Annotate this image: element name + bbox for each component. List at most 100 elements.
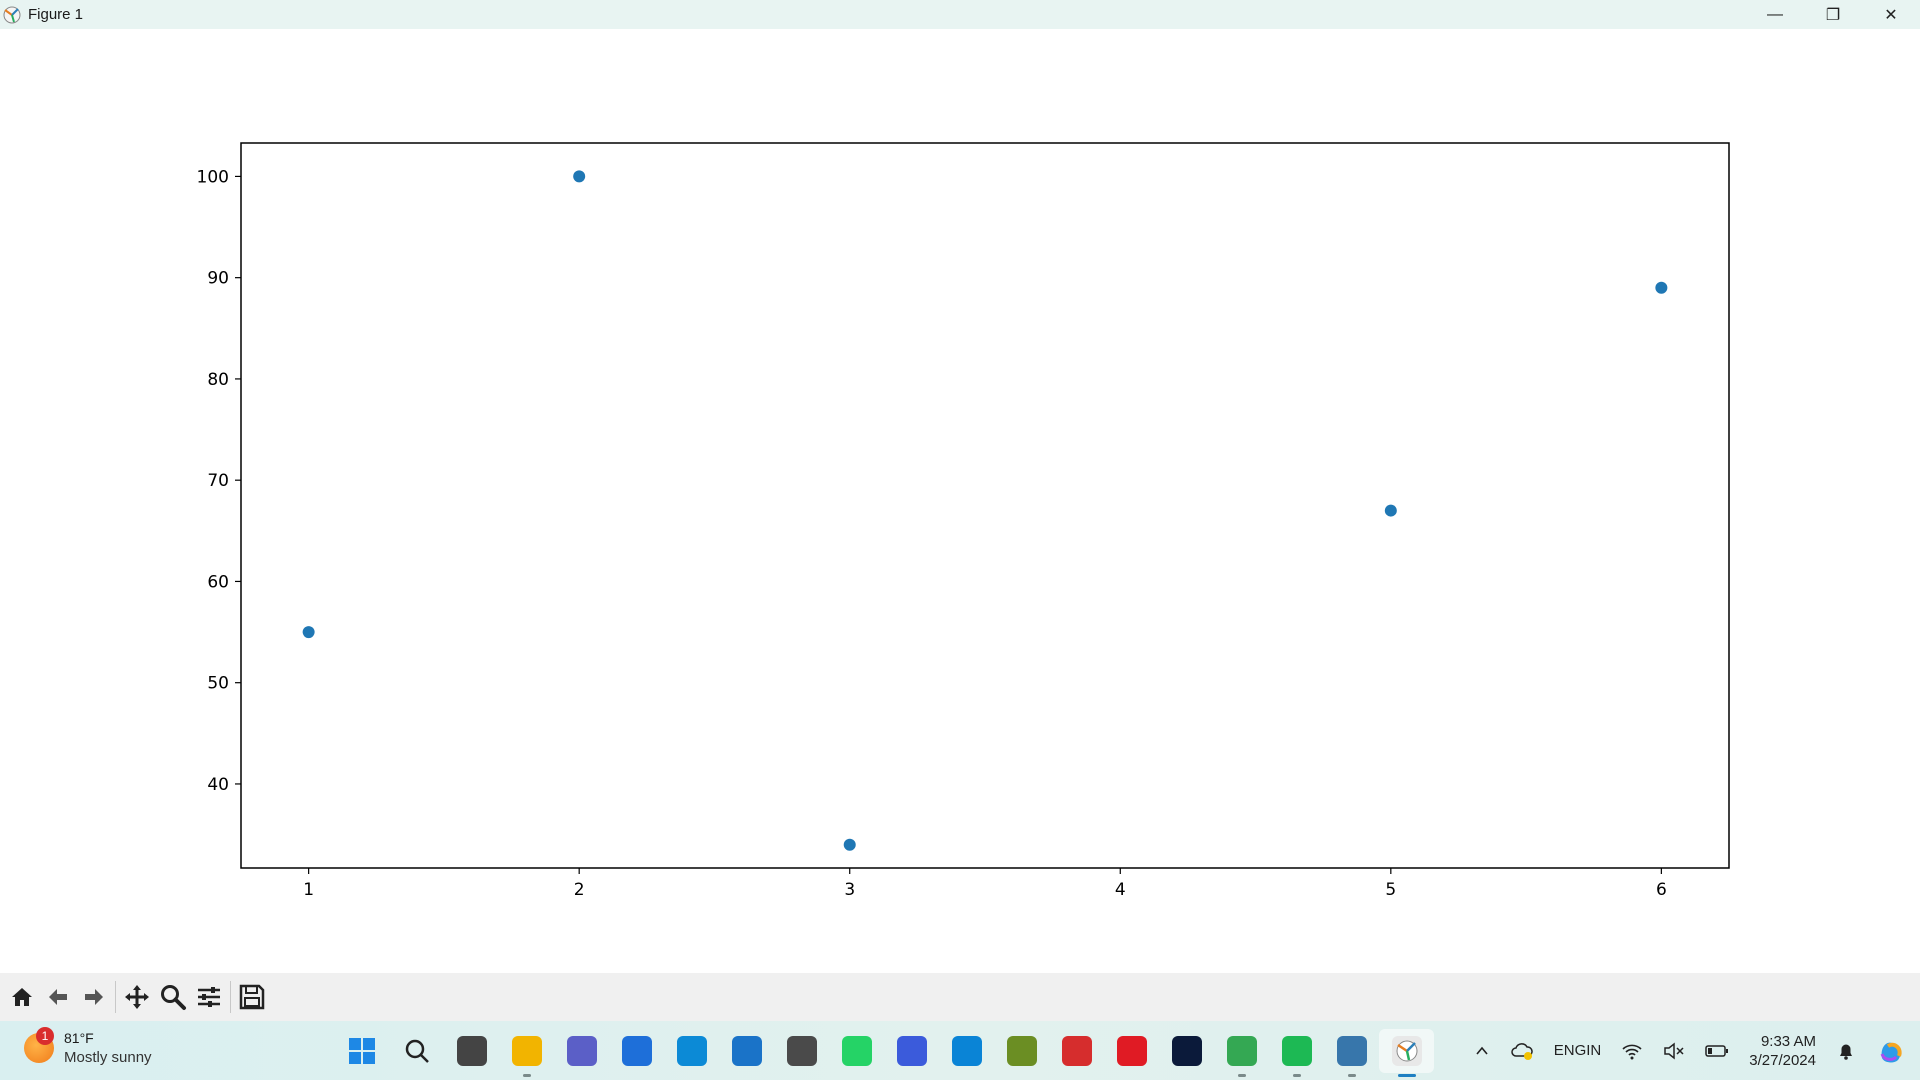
shark-app-taskbar-button[interactable] bbox=[609, 1029, 664, 1073]
chrome-taskbar-button[interactable] bbox=[1214, 1029, 1269, 1077]
y-tick-label: 80 bbox=[207, 370, 229, 390]
pinned-apps bbox=[334, 1029, 1434, 1077]
region-code: IN bbox=[1586, 1041, 1602, 1059]
maximize-button[interactable]: ❐ bbox=[1825, 6, 1841, 24]
y-tick-label: 90 bbox=[207, 269, 229, 289]
search-icon bbox=[402, 1036, 432, 1066]
running-indicator bbox=[1292, 1074, 1301, 1077]
notification-badge: 1 bbox=[36, 1027, 54, 1045]
python-taskbar-button[interactable] bbox=[1324, 1029, 1379, 1077]
y-tick-label: 100 bbox=[197, 167, 229, 187]
data-points bbox=[302, 170, 1668, 851]
subplots-icon[interactable] bbox=[191, 979, 227, 1015]
x-tick-label: 5 bbox=[1385, 880, 1396, 900]
window-title: Figure 1 bbox=[28, 6, 84, 23]
chrome-icon bbox=[1226, 1036, 1257, 1066]
cloud-warning-icon[interactable] bbox=[1510, 1041, 1534, 1061]
zoom-icon[interactable] bbox=[155, 979, 191, 1015]
running-indicator bbox=[1397, 1074, 1416, 1077]
remote-desktop-taskbar-button[interactable] bbox=[939, 1029, 994, 1073]
disney-plus-icon bbox=[1171, 1036, 1202, 1066]
tools-app-icon bbox=[1006, 1036, 1037, 1066]
devcpp-taskbar-button[interactable] bbox=[1049, 1029, 1104, 1073]
sun-icon: 1 bbox=[24, 1027, 54, 1063]
battery-icon[interactable] bbox=[1705, 1044, 1729, 1058]
data-point bbox=[1655, 281, 1668, 294]
opera-icon bbox=[1116, 1036, 1147, 1066]
start-icon bbox=[347, 1036, 377, 1066]
edge-icon bbox=[676, 1036, 707, 1066]
data-point bbox=[302, 626, 315, 639]
cube-app-icon bbox=[786, 1036, 817, 1066]
running-indicator bbox=[522, 1074, 531, 1077]
language-code: ENG bbox=[1553, 1041, 1587, 1059]
speaker-muted-icon[interactable] bbox=[1663, 1041, 1685, 1060]
language-indicator[interactable]: ENG IN bbox=[1554, 1042, 1602, 1060]
home-icon[interactable] bbox=[4, 979, 40, 1015]
python-icon bbox=[1336, 1036, 1367, 1066]
remote-desktop-icon bbox=[951, 1036, 982, 1066]
weather-description: Mostly sunny bbox=[64, 1049, 152, 1066]
shark-app-icon bbox=[621, 1036, 652, 1066]
minimize-button[interactable]: — bbox=[1767, 5, 1783, 23]
navigation-toolbar bbox=[0, 973, 1920, 1021]
date: 3/27/2024 bbox=[1749, 1051, 1816, 1069]
teams-taskbar-button[interactable] bbox=[554, 1029, 609, 1073]
spotify-taskbar-button[interactable] bbox=[1269, 1029, 1324, 1077]
whatsapp-taskbar-button[interactable] bbox=[829, 1029, 884, 1073]
disney-plus-taskbar-button[interactable] bbox=[1159, 1029, 1214, 1073]
x-tick-label: 1 bbox=[303, 880, 314, 900]
start-taskbar-button[interactable] bbox=[334, 1029, 389, 1073]
pan-icon[interactable] bbox=[119, 979, 155, 1015]
matplotlib-app-icon bbox=[3, 6, 21, 23]
data-point bbox=[573, 170, 586, 183]
copilot-icon[interactable] bbox=[1876, 1036, 1906, 1066]
math-app-icon bbox=[896, 1036, 927, 1066]
y-tick-label: 60 bbox=[207, 572, 229, 592]
forward-arrow-icon[interactable] bbox=[76, 979, 112, 1015]
data-point bbox=[1384, 504, 1397, 517]
save-icon[interactable] bbox=[234, 979, 270, 1015]
taskbar: 1 81°F Mostly sunny ENG IN 9:33 AM bbox=[0, 1021, 1920, 1080]
back-arrow-icon[interactable] bbox=[40, 979, 76, 1015]
close-button[interactable]: ✕ bbox=[1884, 6, 1898, 24]
matplotlib-figure-icon bbox=[1391, 1036, 1422, 1066]
opera-taskbar-button[interactable] bbox=[1104, 1029, 1159, 1073]
whatsapp-icon bbox=[841, 1036, 872, 1066]
data-point bbox=[843, 838, 856, 851]
figure-canvas[interactable]: 40 50 60 70 80 90 100 1 2 3 4 5 6 bbox=[0, 29, 1920, 973]
title-bar: Figure 1 — ❐ ✕ bbox=[0, 0, 1920, 29]
x-tick-label: 4 bbox=[1115, 880, 1126, 900]
clock[interactable]: 9:33 AM 3/27/2024 bbox=[1749, 1032, 1816, 1070]
chevron-up-icon[interactable] bbox=[1474, 1043, 1490, 1059]
y-tick-label: 40 bbox=[207, 775, 229, 795]
x-tick-label: 6 bbox=[1656, 880, 1667, 900]
edge-taskbar-button[interactable] bbox=[664, 1029, 719, 1073]
toolbar-separator bbox=[230, 981, 231, 1013]
window-controls: — ❐ ✕ bbox=[1746, 0, 1920, 29]
weather-temperature: 81°F bbox=[64, 1030, 94, 1046]
math-app-taskbar-button[interactable] bbox=[884, 1029, 939, 1073]
notification-bell-icon[interactable] bbox=[1836, 1041, 1856, 1061]
system-tray: ENG IN 9:33 AM 3/27/2024 bbox=[1464, 1021, 1920, 1080]
store-taskbar-button[interactable] bbox=[719, 1029, 774, 1073]
store-icon bbox=[731, 1036, 762, 1066]
running-indicator bbox=[1237, 1074, 1246, 1077]
axes-frame bbox=[240, 142, 1730, 869]
tools-app-taskbar-button[interactable] bbox=[994, 1029, 1049, 1073]
wifi-icon[interactable] bbox=[1621, 1042, 1643, 1060]
y-tick-label: 50 bbox=[207, 674, 229, 694]
toolbar-separator bbox=[115, 981, 116, 1013]
scatter-chart[interactable]: 40 50 60 70 80 90 100 1 2 3 4 5 6 bbox=[0, 29, 1920, 973]
weather-widget[interactable]: 1 81°F Mostly sunny bbox=[24, 1027, 152, 1067]
cube-app-taskbar-button[interactable] bbox=[774, 1029, 829, 1073]
task-view-icon bbox=[456, 1036, 487, 1066]
matplotlib-figure-taskbar-button[interactable] bbox=[1379, 1029, 1434, 1077]
x-tick-label: 2 bbox=[574, 880, 585, 900]
task-view-taskbar-button[interactable] bbox=[444, 1029, 499, 1073]
search-taskbar-button[interactable] bbox=[389, 1029, 444, 1073]
spotify-icon bbox=[1281, 1036, 1312, 1066]
file-explorer-taskbar-button[interactable] bbox=[499, 1029, 554, 1077]
devcpp-icon bbox=[1061, 1036, 1092, 1066]
running-indicator bbox=[1347, 1074, 1356, 1077]
